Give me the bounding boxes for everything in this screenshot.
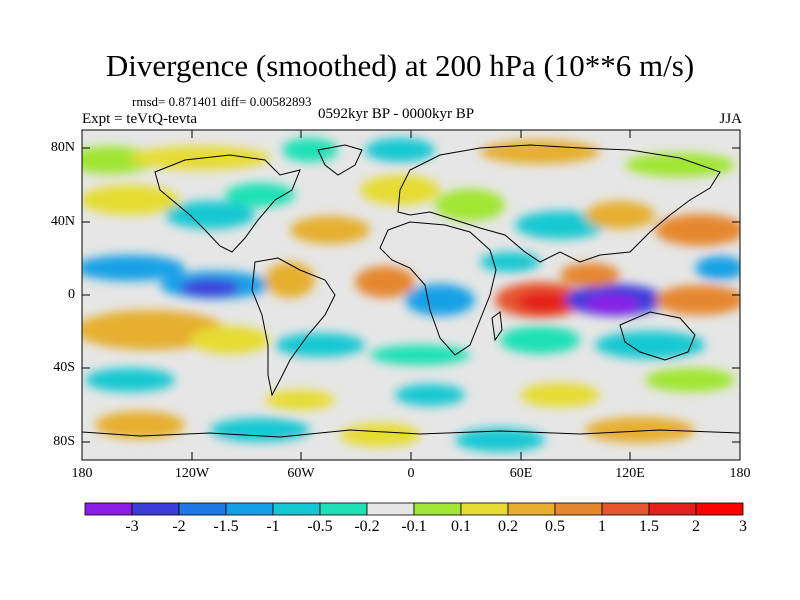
colorbar-box xyxy=(225,502,274,516)
colorbar-box xyxy=(601,502,650,516)
colorbar-box xyxy=(366,502,415,516)
lat-label-0: 0 xyxy=(68,287,75,302)
colorbar-box xyxy=(413,502,462,516)
divergence-field xyxy=(82,138,740,452)
lon-label-180w: 180 xyxy=(71,466,93,481)
colorbar-label: -0.2 xyxy=(354,518,380,535)
field-blob xyxy=(625,153,735,177)
field-blob xyxy=(655,214,740,246)
lon-label-60e: 60E xyxy=(509,466,533,481)
field-blob xyxy=(395,384,465,406)
colorbar-box xyxy=(460,502,509,516)
lat-label-80n: 80N xyxy=(50,140,75,155)
colorbar-label: -1.5 xyxy=(213,518,239,535)
lon-label-0: 0 xyxy=(407,466,415,481)
colorbar-label: -0.5 xyxy=(307,518,333,535)
coast-madagascar xyxy=(491,311,503,342)
field-blob xyxy=(515,211,605,239)
field-blob xyxy=(210,418,310,442)
lon-label-120w: 120W xyxy=(174,466,210,481)
colorbar-box xyxy=(319,502,368,516)
lat-label-40s: 40S xyxy=(53,360,75,375)
field-blob xyxy=(85,368,175,392)
colorbar-box xyxy=(507,502,556,516)
map-title: Divergence (smoothed) at 200 hPa (10**6 … xyxy=(105,48,695,83)
season-label: JJA xyxy=(719,111,742,127)
field-blob xyxy=(480,252,540,272)
colorbar-box xyxy=(178,502,227,516)
field-blob xyxy=(82,185,180,215)
lon-label-120e: 120E xyxy=(615,466,645,481)
field-blob xyxy=(265,390,335,410)
coast-greenland xyxy=(317,144,363,176)
field-blob xyxy=(275,333,365,357)
field-blob xyxy=(82,255,185,281)
field-blob xyxy=(517,292,573,312)
colorbar xyxy=(84,502,744,516)
coast-eurasia xyxy=(397,144,721,263)
field-blob xyxy=(405,284,475,316)
lon-label-180e: 180 xyxy=(729,466,751,481)
colorbar-label: 0.1 xyxy=(451,518,471,535)
colorbar-box xyxy=(695,502,744,516)
field-blob xyxy=(500,326,580,354)
field-blob xyxy=(82,310,225,350)
field-blob xyxy=(645,368,735,392)
coast-south-america xyxy=(251,257,336,397)
field-blob xyxy=(455,428,545,452)
colorbar-label: 3 xyxy=(739,518,747,535)
field-blob xyxy=(265,262,315,298)
coast-north-america xyxy=(154,154,301,253)
colorbar-label: 2 xyxy=(692,518,700,535)
colorbar-label: -3 xyxy=(125,518,139,535)
field-blob xyxy=(365,138,435,162)
field-blob xyxy=(520,383,600,407)
coastlines xyxy=(82,144,740,438)
field-blob xyxy=(165,201,255,229)
field-blob xyxy=(290,216,370,244)
colorbar-box xyxy=(272,502,321,516)
field-blob xyxy=(225,183,295,207)
field-blob xyxy=(180,279,240,297)
period-label: 0592kyr BP - 0000kyr BP xyxy=(318,106,475,122)
field-blob xyxy=(282,138,338,162)
colorbar-box xyxy=(554,502,603,516)
field-blob xyxy=(655,285,740,315)
colorbar-label: -1 xyxy=(266,518,280,535)
stats-line: rmsd= 0.871401 diff= 0.00582893 xyxy=(132,94,312,109)
field-blob xyxy=(355,266,415,298)
field-blob xyxy=(190,326,270,354)
field-blob xyxy=(370,345,470,365)
colorbar-box xyxy=(648,502,697,516)
colorbar-label: 0.2 xyxy=(498,518,518,535)
lon-label-60w: 60W xyxy=(287,466,315,481)
colorbar-label: -2 xyxy=(172,518,186,535)
experiment-label: Expt = teVtQ-tevta xyxy=(82,111,198,127)
field-blob xyxy=(340,423,420,447)
colorbar-label: -0.1 xyxy=(401,518,427,535)
coast-antarctica xyxy=(82,429,740,438)
coast-africa xyxy=(379,221,497,356)
field-blob xyxy=(585,417,695,443)
colorbar-label: 1.5 xyxy=(639,518,659,535)
lat-label-80s: 80S xyxy=(53,434,75,449)
field-layer xyxy=(82,130,740,460)
field-blob xyxy=(585,201,655,229)
field-blob xyxy=(480,140,600,164)
lat-label-40n: 40N xyxy=(50,214,75,229)
field-blob xyxy=(435,189,505,221)
axis-ticks xyxy=(82,130,740,460)
colorbar-label: 0.5 xyxy=(545,518,565,535)
field-blob xyxy=(695,256,740,280)
field-blob xyxy=(584,295,640,313)
coast-australia xyxy=(619,311,696,361)
colorbar-box xyxy=(84,502,133,516)
colorbar-box xyxy=(131,502,180,516)
colorbar-label: 1 xyxy=(598,518,606,535)
field-blob xyxy=(95,411,185,439)
field-blob xyxy=(595,331,705,359)
field-blob xyxy=(560,263,620,287)
